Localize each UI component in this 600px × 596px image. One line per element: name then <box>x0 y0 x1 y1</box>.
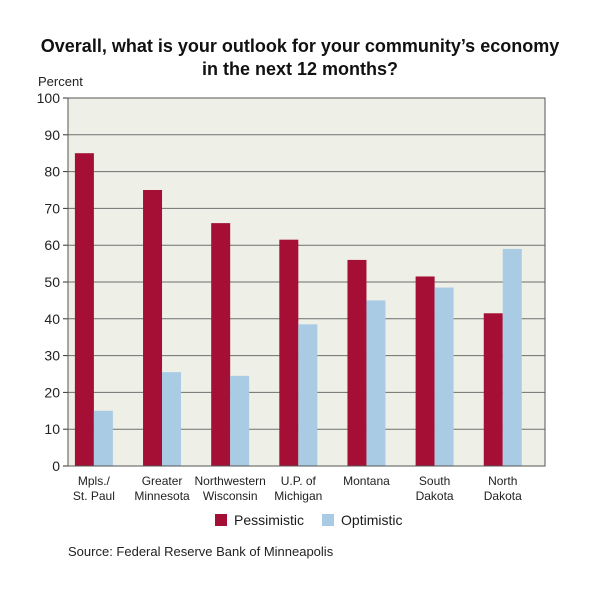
y-tick-label-0: 0 <box>52 458 60 474</box>
bar-optimistic-0 <box>93 410 113 466</box>
category-label-4-0: Montana <box>343 474 390 488</box>
bar-pessimistic-6 <box>483 313 503 466</box>
y-tick-label-40: 40 <box>44 311 60 327</box>
y-axis-label: Percent <box>38 74 83 89</box>
bar-optimistic-4 <box>366 300 386 466</box>
y-tick-label-60: 60 <box>44 237 60 253</box>
bar-pessimistic-1 <box>143 190 163 466</box>
bar-pessimistic-2 <box>211 223 231 466</box>
category-label-3-0: U.P. of <box>281 474 317 488</box>
legend-item-pessimistic: Pessimistic <box>215 512 304 528</box>
y-tick-label-30: 30 <box>44 348 60 364</box>
bar-optimistic-2 <box>230 375 250 466</box>
category-label-1-1: Minnesota <box>134 489 190 503</box>
category-label-2-1: Wisconsin <box>203 489 258 503</box>
y-tick-label-100: 100 <box>37 90 61 106</box>
category-label-6-0: North <box>488 474 517 488</box>
legend-label-optimistic: Optimistic <box>341 512 403 528</box>
category-label-1-0: Greater <box>142 474 183 488</box>
bar-pessimistic-5 <box>415 276 435 466</box>
bar-pessimistic-3 <box>279 239 299 466</box>
legend-label-pessimistic: Pessimistic <box>234 512 305 528</box>
category-label-5-1: Dakota <box>416 489 454 503</box>
category-label-6-1: Dakota <box>484 489 522 503</box>
category-label-5-0: South <box>419 474 450 488</box>
bar-optimistic-3 <box>298 324 318 466</box>
bar-optimistic-5 <box>434 287 454 466</box>
category-label-3-1: Michigan <box>274 489 322 503</box>
legend-swatch-optimistic <box>322 514 335 526</box>
y-tick-label-10: 10 <box>44 421 60 437</box>
y-tick-label-50: 50 <box>44 274 60 290</box>
bar-optimistic-6 <box>502 248 522 466</box>
bar-pessimistic-4 <box>347 259 367 466</box>
chart-title-line-1: Overall, what is your outlook for your c… <box>40 36 560 56</box>
y-tick-label-70: 70 <box>44 200 60 216</box>
y-tick-label-20: 20 <box>44 384 60 400</box>
category-label-0-0: Mpls./ <box>78 474 111 488</box>
source-note: Source: Federal Reserve Bank of Minneapo… <box>68 544 334 559</box>
legend-swatch-pessimistic <box>215 514 227 526</box>
legend-item-optimistic: Optimistic <box>322 512 402 528</box>
plot-frame <box>67 97 546 467</box>
y-tick-label-90: 90 <box>44 127 60 143</box>
bar-pessimistic-0 <box>74 153 94 466</box>
category-label-0-1: St. Paul <box>73 489 115 503</box>
category-label-2-0: Northwestern <box>194 474 265 488</box>
chart-title: Overall, what is your outlook for your c… <box>0 35 600 81</box>
bar-optimistic-1 <box>162 372 182 466</box>
y-tick-label-80: 80 <box>44 164 60 180</box>
legend: Pessimistic Optimistic <box>215 512 420 528</box>
chart-title-line-2: in the next 12 months? <box>201 59 399 79</box>
